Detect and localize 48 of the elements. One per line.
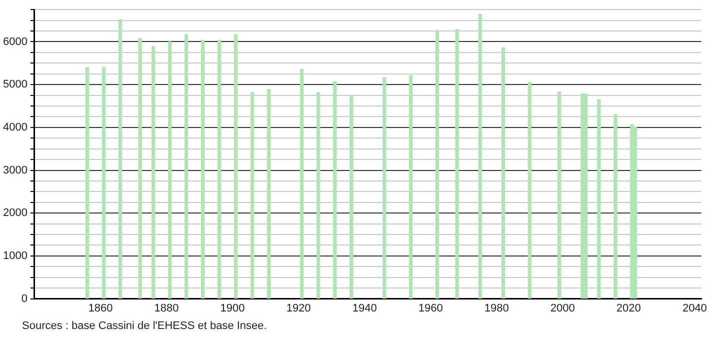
bar bbox=[435, 30, 440, 299]
bar bbox=[234, 34, 238, 299]
x-tick-label: 1860 bbox=[88, 302, 113, 314]
x-tick-label: 1940 bbox=[352, 302, 377, 314]
bar bbox=[597, 99, 601, 299]
bar bbox=[630, 124, 634, 299]
bar bbox=[151, 46, 156, 299]
bar bbox=[102, 67, 106, 299]
bar bbox=[455, 28, 459, 299]
bar bbox=[614, 114, 618, 299]
bar bbox=[250, 92, 254, 299]
bar bbox=[584, 94, 588, 299]
bar bbox=[218, 40, 222, 299]
bar bbox=[478, 14, 482, 299]
bar bbox=[316, 92, 320, 299]
bar bbox=[138, 38, 142, 299]
y-tick-label: 2000 bbox=[2, 207, 28, 220]
bar bbox=[382, 76, 386, 299]
bar bbox=[558, 92, 562, 299]
bar bbox=[85, 67, 90, 299]
x-tick-label: 1980 bbox=[484, 302, 509, 314]
y-tick-label: 6000 bbox=[2, 36, 28, 48]
bar bbox=[350, 96, 354, 299]
y-tick-label: 5000 bbox=[2, 78, 28, 91]
y-tick-label: 1000 bbox=[2, 250, 28, 262]
bar bbox=[408, 75, 413, 299]
x-tick-label: 2040 bbox=[682, 302, 707, 314]
bar bbox=[184, 34, 188, 299]
source-note: Sources : base Cassini de l'EHESS et base Insee. bbox=[22, 320, 267, 332]
bar bbox=[200, 40, 205, 299]
y-tick-label: 0 bbox=[21, 292, 28, 305]
y-tick-label: 4000 bbox=[2, 121, 28, 134]
bar bbox=[267, 88, 271, 299]
bar bbox=[501, 47, 506, 299]
x-tick-label: 1920 bbox=[286, 302, 311, 314]
bar bbox=[528, 82, 532, 299]
x-tick-label: 2020 bbox=[616, 302, 641, 314]
bar bbox=[300, 68, 304, 299]
bar bbox=[633, 126, 638, 299]
bar bbox=[168, 41, 172, 299]
x-tick-label: 2000 bbox=[550, 302, 575, 314]
bar bbox=[580, 93, 584, 299]
x-tick-label: 1900 bbox=[220, 302, 245, 314]
bar bbox=[333, 81, 337, 299]
y-tick-label: 3000 bbox=[2, 164, 28, 176]
x-tick-label: 1880 bbox=[154, 302, 179, 314]
bar bbox=[118, 19, 122, 299]
x-tick-label: 1960 bbox=[418, 302, 443, 314]
